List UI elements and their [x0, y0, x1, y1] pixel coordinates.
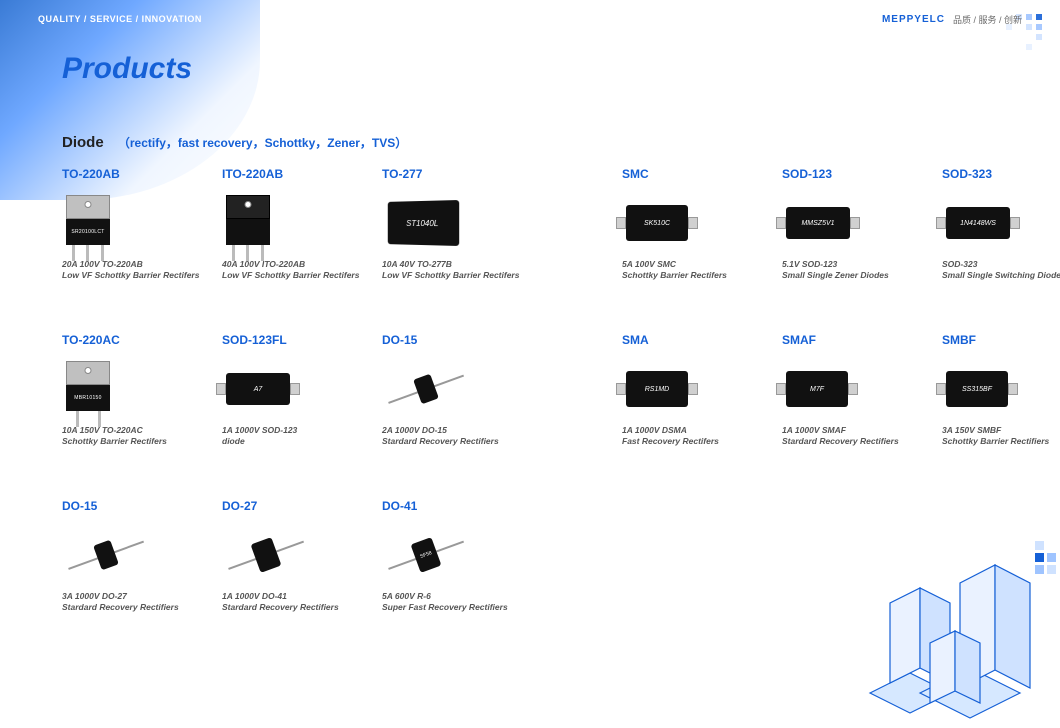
- product-image: [62, 519, 212, 591]
- product-title: DO-15: [62, 499, 212, 513]
- component-icon: ST1040L: [386, 201, 458, 245]
- product-image: MMSZ5V1: [782, 187, 932, 259]
- product-title: SOD-123: [782, 167, 932, 181]
- product-image: [382, 353, 532, 425]
- product-image: M7F: [782, 353, 932, 425]
- product-image: A7: [222, 353, 372, 425]
- product-desc: 1A 1000V SOD-123diode: [222, 425, 362, 446]
- product-title: SMBF: [942, 333, 1060, 347]
- product-desc: 5.1V SOD-123Small Single Zener Diodes: [782, 259, 922, 280]
- product-image: RS1MD: [622, 353, 772, 425]
- product-title: TO-277: [382, 167, 532, 181]
- product-title: TO-220AC: [62, 333, 212, 347]
- component-icon: A7: [226, 373, 290, 405]
- product-title: TO-220AB: [62, 167, 212, 181]
- component-icon: 1N4148WS: [946, 207, 1010, 239]
- brand-sub: 品质 / 服务 / 创新: [953, 13, 1022, 26]
- product-card: TO-220AC MBR10150 10A 150V TO-220ACSchot…: [62, 333, 212, 493]
- component-icon: SR20100LCT: [66, 195, 110, 251]
- product-card: SMAF M7F 1A 1000V SMAFStardard Recovery …: [782, 333, 932, 493]
- product-title: DO-27: [222, 499, 372, 513]
- product-image: MBR10150: [62, 353, 212, 425]
- product-card: TO-220AB SR20100LCT 20A 100V TO-220ABLow…: [62, 167, 212, 327]
- product-title: DO-15: [382, 333, 532, 347]
- product-title: SOD-323: [942, 167, 1060, 181]
- product-image: SF58: [382, 519, 532, 591]
- product-title: SMC: [622, 167, 772, 181]
- product-image: ST1040L: [382, 187, 532, 259]
- product-card: DO-41 SF58 5A 600V R-6Super Fast Recover…: [382, 499, 532, 659]
- product-image: [222, 187, 372, 259]
- product-card: SOD-123FL A7 1A 1000V SOD-123diode: [222, 333, 372, 493]
- product-desc: 1A 1000V SMAFStardard Recovery Rectifier…: [782, 425, 922, 446]
- product-image: SS315BF: [942, 353, 1060, 425]
- product-card: SOD-323 1N4148WS SOD-323Small Single Swi…: [942, 167, 1060, 327]
- product-desc: 20A 100V TO-220ABLow VF Schottky Barrier…: [62, 259, 202, 280]
- product-title: SOD-123FL: [222, 333, 372, 347]
- product-title: DO-41: [382, 499, 532, 513]
- product-title: SMAF: [782, 333, 932, 347]
- product-card: DO-27 1A 1000V DO-41Stardard Recovery Re…: [222, 499, 372, 659]
- product-card: SMC SK510C 5A 100V SMCSchottky Barrier R…: [622, 167, 772, 327]
- product-card: TO-277 ST1040L 10A 40V TO-277BLow VF Sch…: [382, 167, 532, 327]
- product-title: ITO-220AB: [222, 167, 372, 181]
- component-icon: [226, 195, 270, 251]
- product-desc: 40A 100V ITO-220ABLow VF Schottky Barrie…: [222, 259, 362, 280]
- component-icon: SS315BF: [946, 371, 1008, 407]
- section-title: Diode （rectify，fast recovery，Schottky，Ze…: [0, 86, 1060, 161]
- product-desc: 10A 150V TO-220ACSchottky Barrier Rectif…: [62, 425, 202, 446]
- brand: MEPPYELC 品质 / 服务 / 创新: [882, 13, 1022, 26]
- product-card: SOD-123 MMSZ5V1 5.1V SOD-123Small Single…: [782, 167, 932, 327]
- component-icon: MMSZ5V1: [786, 207, 850, 239]
- product-desc: SOD-323Small Single Switching Diodes: [942, 259, 1060, 280]
- product-card: DO-15 2A 1000V DO-15Stardard Recovery Re…: [382, 333, 532, 493]
- product-desc: 3A 1000V DO-27Stardard Recovery Rectifie…: [62, 591, 202, 612]
- product-card: ITO-220AB 40A 100V ITO-220ABLow VF Schot…: [222, 167, 372, 327]
- product-card: DO-15 3A 1000V DO-27Stardard Recovery Re…: [62, 499, 212, 659]
- product-desc: 2A 1000V DO-15Stardard Recovery Rectifie…: [382, 425, 522, 446]
- tagline: QUALITY / SERVICE / INNOVATION: [38, 14, 202, 24]
- component-icon: M7F: [786, 371, 848, 407]
- component-icon: [386, 364, 466, 414]
- product-desc: 1A 1000V DSMAFast Recovery Rectifers: [622, 425, 762, 446]
- product-card: SMBF SS315BF 3A 150V SMBFSchottky Barrie…: [942, 333, 1060, 493]
- section-name: Diode: [62, 134, 104, 151]
- component-icon: RS1MD: [626, 371, 688, 407]
- section-subtitle: （rectify，fast recovery，Schottky，Zener，TV…: [118, 136, 407, 150]
- component-icon: MBR10150: [66, 361, 110, 417]
- component-icon: [66, 530, 146, 580]
- product-image: 1N4148WS: [942, 187, 1060, 259]
- component-icon: SK510C: [626, 205, 688, 241]
- product-grid: TO-220AB SR20100LCT 20A 100V TO-220ABLow…: [0, 161, 1060, 659]
- brand-name: MEPPYELC: [882, 14, 945, 25]
- component-icon: [226, 530, 306, 580]
- product-desc: 1A 1000V DO-41Stardard Recovery Rectifie…: [222, 591, 362, 612]
- product-image: SK510C: [622, 187, 772, 259]
- page-title: Products: [0, 30, 1060, 86]
- product-image: SR20100LCT: [62, 187, 212, 259]
- product-desc: 5A 100V SMCSchottky Barrier Rectifers: [622, 259, 762, 280]
- product-card: SMA RS1MD 1A 1000V DSMAFast Recovery Rec…: [622, 333, 772, 493]
- product-desc: 3A 150V SMBFSchottky Barrier Rectifiers: [942, 425, 1060, 446]
- product-image: [222, 519, 372, 591]
- product-desc: 5A 600V R-6Super Fast Recovery Rectifier…: [382, 591, 522, 612]
- product-title: SMA: [622, 333, 772, 347]
- product-desc: 10A 40V TO-277BLow VF Schottky Barrier R…: [382, 259, 522, 280]
- header-bar: QUALITY / SERVICE / INNOVATION MEPPYELC …: [0, 0, 1060, 30]
- component-icon: SF58: [386, 530, 466, 580]
